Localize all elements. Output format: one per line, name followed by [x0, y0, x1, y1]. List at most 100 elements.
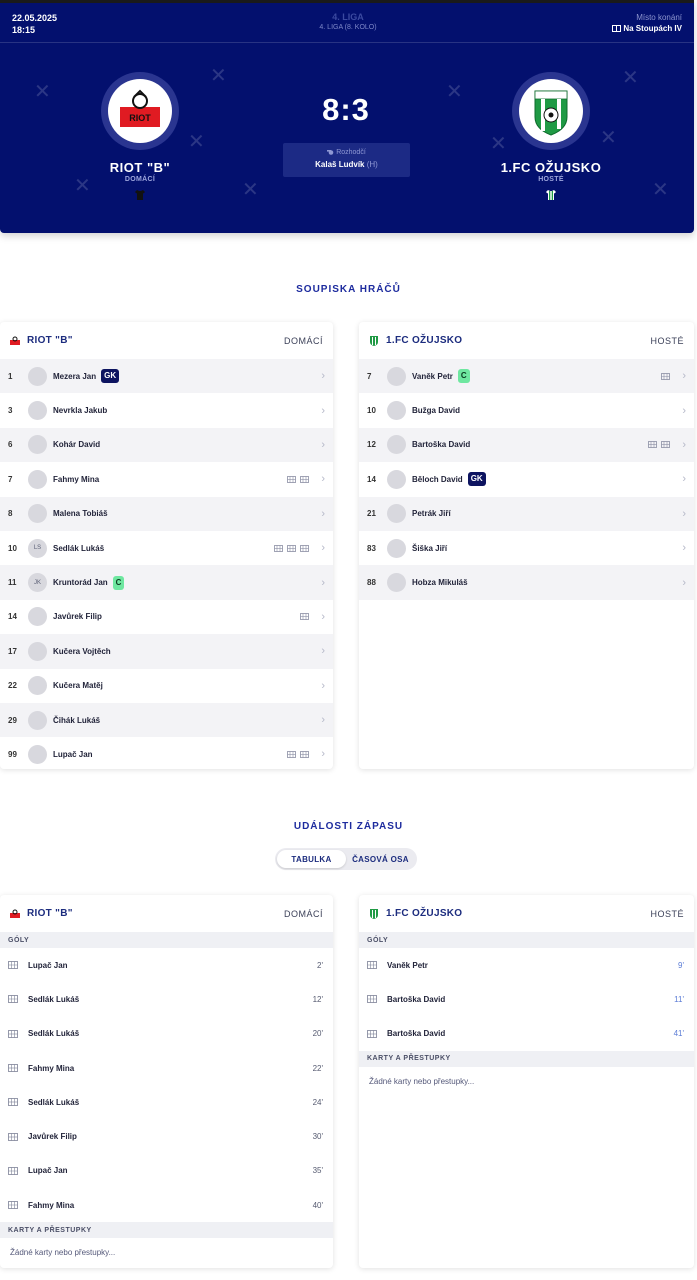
goal-scored-icon [300, 751, 309, 758]
player-number: 14 [8, 612, 17, 622]
goal-event-row[interactable]: Javůrek Filip 30' [0, 1119, 333, 1153]
goal-event-row[interactable]: Bartoška David 11' [359, 982, 694, 1016]
chevron-right-icon: › [682, 438, 686, 451]
player-avatar [28, 469, 47, 489]
home-roster-card: RIOT "B" DOMÁCÍ 1 Mezera Jan GK › 3 Nevrkla J… [0, 322, 333, 769]
away-club-logo[interactable] [512, 72, 590, 150]
away-roster-card: 1.FC OŽUJSKO HOSTÉ 7 Vaněk Petr C › 10 Bužga … [359, 322, 694, 769]
tab-table[interactable]: TABULKA [277, 850, 346, 868]
goal-net-icon [8, 1167, 18, 1175]
home-player-list: 1 Mezera Jan GK › 3 Nevrkla Jakub › 6 Kohár Davi… [0, 359, 333, 769]
player-row[interactable]: 7 Vaněk Petr C › [359, 359, 694, 394]
player-name: Mezera Jan [53, 371, 97, 381]
player-avatar [28, 710, 47, 730]
goal-event-row[interactable]: Sedlák Lukáš 20' [0, 1017, 333, 1051]
goal-event-row[interactable]: Fahmy Mina 40' [0, 1188, 333, 1222]
goal-event-row[interactable]: Bartoška David 41' [359, 1017, 694, 1051]
goal-minute: 41' [673, 1029, 684, 1039]
player-name: Kohár David [53, 440, 101, 450]
player-name: Hobza Mikuláš [412, 578, 468, 588]
goal-scored-icon [300, 544, 309, 552]
away-roster-team[interactable]: 1.FC OŽUJSKO [368, 335, 462, 346]
player-avatar [387, 401, 406, 421]
home-club-logo[interactable]: RIOT [101, 72, 179, 150]
player-row[interactable]: 10 LS Sedlák Lukáš › [0, 531, 333, 565]
player-number: 99 [8, 749, 17, 759]
player-name: Čihák Lukáš [53, 715, 101, 725]
match-time: 18:15 [12, 25, 36, 35]
player-row[interactable]: 17 Kučera Vojtěch › [0, 634, 333, 669]
player-avatar: JK [28, 573, 47, 593]
decor-x-icon: ✕ [652, 179, 669, 201]
goal-event-row[interactable]: Fahmy Mina 22' [0, 1051, 333, 1085]
away-club-name[interactable]: 1.FC OŽUJSKO [500, 160, 602, 175]
player-row[interactable]: 99 Lupač Jan › [0, 737, 333, 769]
player-number: 10 [8, 543, 17, 553]
player-row[interactable]: 88 Hobza Mikuláš › [359, 565, 694, 600]
player-row[interactable]: 7 Fahmy Mina › [0, 462, 333, 496]
match-datetime: 22.05.2025 18:15 [12, 12, 57, 36]
away-goals-list: Vaněk Petr 9' Bartoška David 11' Bartoška Da… [359, 948, 694, 1051]
match-score: 8:3 [322, 92, 370, 127]
away-events-team[interactable]: 1.FC OŽUJSKO [368, 908, 462, 919]
player-row[interactable]: 29 Čihák Lukáš › [0, 702, 333, 738]
player-row[interactable]: 6 Kohár David › [0, 427, 333, 463]
chevron-right-icon: › [321, 645, 325, 658]
goal-event-row[interactable]: Lupač Jan 35' [0, 1154, 333, 1188]
player-row[interactable]: 3 Nevrkla Jakub › [0, 393, 333, 427]
home-events-header: RIOT "B" DOMÁCÍ [0, 895, 333, 932]
home-roster-team[interactable]: RIOT "B" [9, 335, 73, 346]
home-events-role: DOMÁCÍ [284, 908, 323, 919]
tab-timeline[interactable]: ČASOVÁ OSA [352, 854, 409, 864]
goal-scorer: Vaněk Petr [387, 960, 428, 970]
chevron-right-icon: › [321, 473, 325, 486]
goal-scorer: Sedlák Lukáš [28, 1029, 80, 1039]
player-avatar [387, 435, 406, 455]
home-roster-team-name: RIOT "B" [27, 335, 73, 346]
player-row[interactable]: 11 JK Kruntorád Jan C › [0, 565, 333, 600]
player-row[interactable]: 22 Kučera Matěj › [0, 669, 333, 703]
player-number: 22 [8, 681, 17, 691]
player-name: Petrák Jiří [412, 509, 451, 519]
player-number: 88 [367, 578, 376, 588]
home-events-team[interactable]: RIOT "B" [9, 908, 73, 919]
player-row[interactable]: 12 Bartoška David › [359, 427, 694, 463]
player-row[interactable]: 14 Běloch David GK › [359, 462, 694, 496]
player-row[interactable]: 8 Malena Tobiáš › [0, 496, 333, 531]
player-name: Běloch David [412, 474, 463, 484]
goal-scored-icon [300, 613, 309, 621]
referee-name-text: Kalaš Ludvík [315, 160, 365, 169]
decor-x-icon: ✕ [622, 67, 639, 89]
goal-event-row[interactable]: Vaněk Petr 9' [359, 948, 694, 982]
league-info: 4. LIGA 4. LIGA (8. KOLO) [248, 12, 448, 33]
player-name: Kučera Vojtěch [53, 646, 111, 656]
player-row[interactable]: 10 Bužga David › [359, 393, 694, 427]
player-row[interactable]: 83 Šiška Jiří › [359, 531, 694, 565]
goal-minute: 2' [317, 960, 323, 970]
goal-scorer: Sedlák Lukáš [28, 1097, 80, 1107]
goal-scorer: Javůrek Filip [28, 1132, 77, 1142]
home-roster-header: RIOT "B" DOMÁCÍ [0, 322, 333, 359]
player-avatar [28, 676, 47, 696]
goal-scored-icon [287, 475, 296, 483]
venue-name: Na Stoupách IV [612, 23, 682, 35]
chevron-right-icon: › [321, 679, 325, 692]
chevron-right-icon: › [321, 542, 325, 555]
roster-section-title: SOUPISKA HRÁČŮ [296, 284, 401, 295]
goal-event-row[interactable]: Sedlák Lukáš 12' [0, 982, 333, 1016]
home-club-name[interactable]: RIOT "B" [109, 160, 171, 175]
decor-x-icon: ✕ [74, 175, 91, 197]
goal-scored-icon [300, 475, 309, 483]
player-row[interactable]: 1 Mezera Jan GK › [0, 359, 333, 394]
player-row[interactable]: 21 Petrák Jiří › [359, 496, 694, 531]
player-number: 14 [367, 474, 376, 484]
away-club-mini-icon [370, 908, 378, 919]
player-avatar [387, 573, 406, 593]
player-number: 17 [8, 646, 17, 656]
home-cards-heading: KARTY A PŘESTUPKY [0, 1222, 333, 1239]
chevron-right-icon: › [321, 714, 325, 727]
goal-event-row[interactable]: Lupač Jan 2' [0, 948, 333, 982]
goal-net-icon [367, 1029, 377, 1038]
goal-event-row[interactable]: Sedlák Lukáš 24' [0, 1085, 333, 1119]
player-row[interactable]: 14 Javůrek Filip › [0, 600, 333, 634]
